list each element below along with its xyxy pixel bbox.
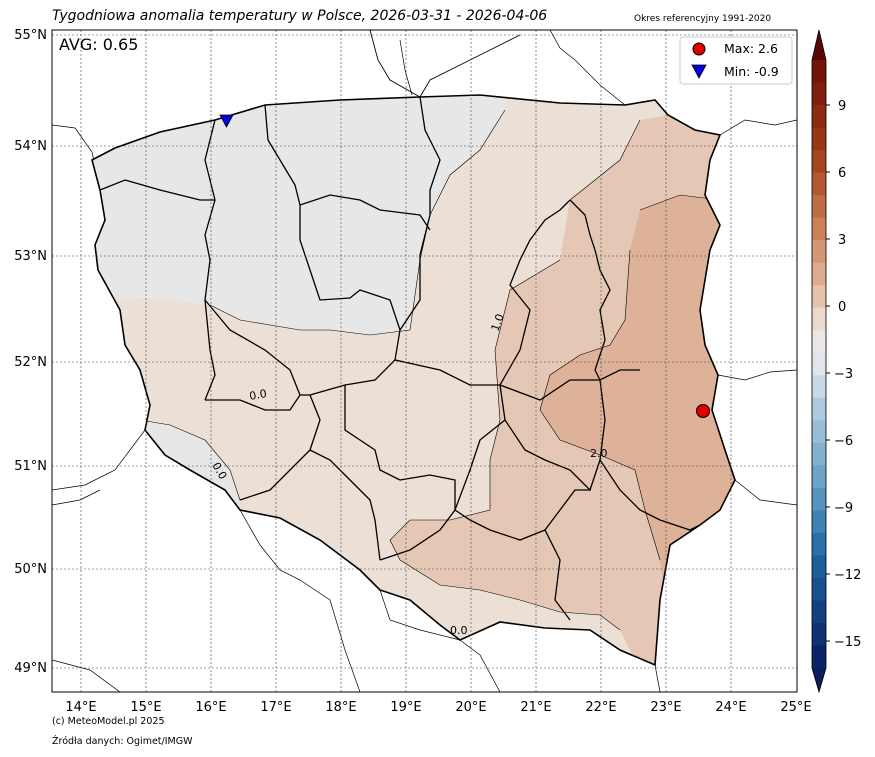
lon-tick-22: 22°E [585, 700, 616, 715]
lat-tick-54: 54°N [14, 139, 47, 154]
colorbar-tick-m6: −6 [834, 434, 853, 449]
colorbar-band [812, 285, 826, 309]
legend-max-label: Max: 2.6 [724, 41, 778, 56]
colorbar-bottom-extension [812, 668, 826, 692]
colorbar-band [812, 195, 826, 219]
colorbar-band [812, 330, 826, 354]
data-source-note: Źródła danych: Ogimet/IMGW [52, 736, 193, 747]
gridlines [52, 30, 797, 692]
lon-tick-21: 21°E [520, 700, 551, 715]
colorbar-band [812, 397, 826, 421]
neighbouring-borders [52, 30, 797, 692]
colorbar-band [812, 622, 826, 646]
colorbar-band [812, 60, 826, 84]
legend-max-marker [692, 42, 706, 56]
legend-min-label: Min: -0.9 [724, 64, 779, 79]
lat-tick-53: 53°N [14, 249, 47, 264]
colorbar-band [812, 217, 826, 241]
map-title: Tygodniowa anomalia temperatury w Polsce… [52, 8, 548, 24]
colorbar-band [812, 555, 826, 579]
contour-label-5: 0.0 [450, 624, 468, 637]
anomaly-band-near-zero-sw [140, 420, 240, 500]
colorbar-tick-m3: −3 [834, 367, 853, 382]
colorbar-band [812, 442, 826, 466]
colorbar-band [812, 487, 826, 511]
colorbar-tick-6: 6 [838, 166, 846, 181]
lon-axis: 14°E 15°E 16°E 17°E 18°E 19°E 20°E 21°E … [65, 700, 811, 715]
colorbar-band [812, 645, 826, 669]
lon-tick-19: 19°E [390, 700, 421, 715]
lon-tick-16: 16°E [195, 700, 226, 715]
colorbar-band [812, 510, 826, 534]
copyright-note: (c) MeteoModel.pl 2025 [52, 716, 165, 727]
contour-label-1: 1.0 [489, 312, 507, 333]
poland-border [91, 94, 736, 667]
colorbar-band [812, 375, 826, 399]
lat-axis: 55°N 54°N 53°N 52°N 51°N 50°N 49°N [14, 28, 47, 676]
lon-tick-18: 18°E [325, 700, 356, 715]
colorbar-band [812, 82, 826, 106]
lat-tick-52: 52°N [14, 355, 47, 370]
colorbar-tick-m12: −12 [834, 568, 861, 583]
max-anomaly-marker [696, 404, 710, 418]
plot-frame [51, 29, 798, 693]
colorbar-ticks [826, 104, 830, 642]
colorbar-band [812, 420, 826, 444]
lon-tick-23: 23°E [650, 700, 681, 715]
contour-label-2: 2.0 [590, 447, 608, 460]
lat-tick-50: 50°N [14, 562, 47, 577]
colorbar-band [812, 532, 826, 556]
lat-tick-55: 55°N [14, 28, 47, 43]
colorbar-band [812, 307, 826, 331]
lat-tick-51: 51°N [14, 459, 47, 474]
contour-label-3: 0.0 [248, 387, 267, 403]
average-label: AVG: 0.65 [59, 35, 138, 54]
lon-tick-17: 17°E [260, 700, 291, 715]
lon-tick-14: 14°E [65, 700, 96, 715]
lon-tick-25: 25°E [780, 700, 811, 715]
colorbar-tick-m15: −15 [834, 635, 861, 650]
colorbar-tick-m9: −9 [834, 501, 853, 516]
lon-tick-24: 24°E [715, 700, 746, 715]
colorbar-band [812, 262, 826, 286]
legend-box: Max: 2.6 Min: -0.9 [679, 36, 793, 85]
colorbar-band [812, 105, 826, 129]
reference-period: Okres referencyjny 1991-2020 [634, 14, 772, 24]
colorbar-band [812, 600, 826, 624]
colorbar-tick-3: 3 [838, 233, 846, 248]
colorbar-tick-0: 0 [838, 300, 846, 315]
colorbar-bands [812, 60, 826, 669]
lat-tick-49: 49°N [14, 661, 47, 676]
colorbar: 9 6 3 0 −3 −6 −9 −12 −15 [811, 29, 861, 694]
colorbar-top-extension [812, 30, 826, 60]
lon-tick-15: 15°E [130, 700, 161, 715]
colorbar-band [812, 127, 826, 151]
colorbar-band [812, 465, 826, 489]
voivodeship-borders [99, 96, 701, 621]
colorbar-outline [811, 29, 827, 694]
colorbar-band [812, 577, 826, 601]
colorbar-band [812, 240, 826, 264]
colorbar-band [812, 172, 826, 196]
colorbar-band [812, 150, 826, 174]
colorbar-band [812, 352, 826, 376]
colorbar-tick-9: 9 [838, 99, 846, 114]
min-anomaly-marker [219, 114, 234, 128]
legend-min-marker [691, 64, 707, 79]
lon-tick-20: 20°E [455, 700, 486, 715]
